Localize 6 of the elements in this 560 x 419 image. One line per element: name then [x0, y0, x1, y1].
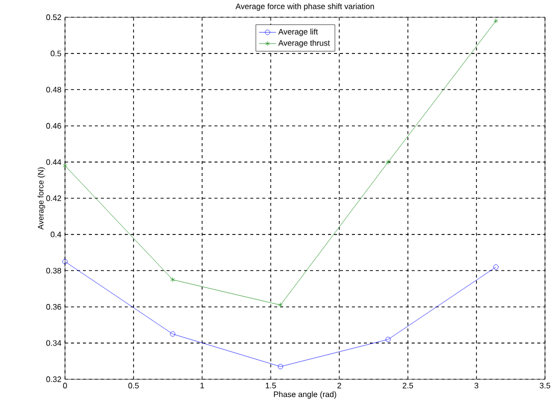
point: [386, 336, 391, 342]
point: [170, 331, 176, 336]
point: [170, 276, 175, 282]
point: [386, 159, 390, 165]
point: [278, 364, 284, 370]
point: [278, 302, 283, 308]
